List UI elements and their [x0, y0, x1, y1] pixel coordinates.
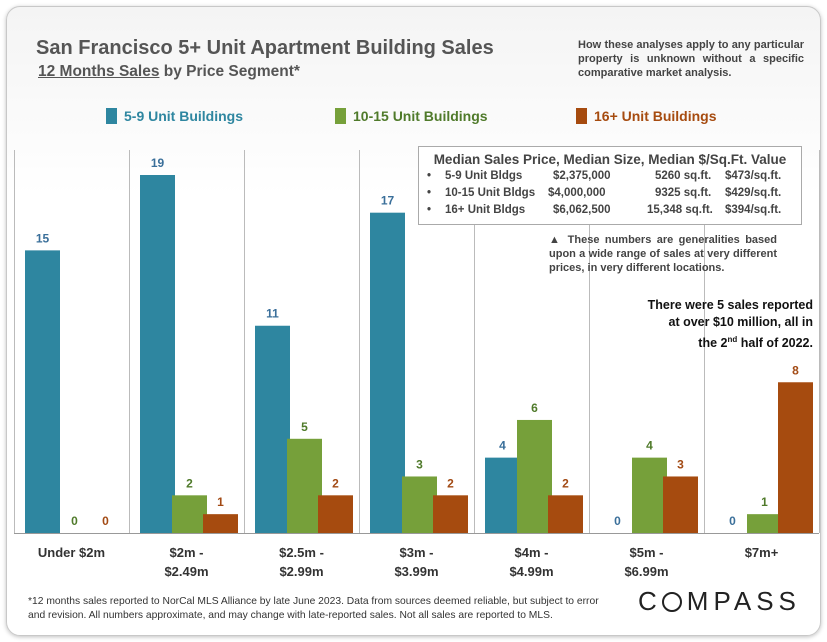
x-tick-label: $2.5m -: [279, 545, 324, 560]
x-tick-label: $4.99m: [509, 564, 553, 579]
bar-10-15: [632, 457, 667, 533]
logo-o-ring: [661, 592, 682, 612]
x-tick-label: Under $2m: [38, 545, 105, 560]
bar-5-9: [370, 212, 405, 533]
stats-ppsf: $394/sq.ft.: [725, 204, 782, 216]
x-tick-label: $3m -: [400, 545, 434, 560]
bar-5-9: [140, 175, 175, 533]
callout-line3-pre: the 2: [698, 336, 728, 351]
callout-line3: the 2nd half of 2022.: [617, 331, 813, 352]
stats-label: 10-15 Unit Bldgs: [445, 187, 536, 199]
subtitle-rest: by Price Segment*: [159, 63, 300, 80]
data-label-10-15: 3: [416, 457, 423, 471]
data-label-16plus: 2: [562, 476, 569, 490]
x-tick-label: $4m -: [515, 545, 549, 560]
data-label-16plus: 1: [217, 495, 224, 509]
bar-10-15: [517, 419, 552, 533]
callout-line3-sup: nd: [727, 335, 738, 344]
data-label-10-15: 1: [761, 495, 768, 509]
data-label-10-15: 5: [301, 420, 308, 434]
stats-heading: Median Sales Price, Median Size, Median …: [433, 152, 787, 167]
bar-10-15: [287, 438, 322, 533]
x-tick-label: $6.99m: [624, 564, 668, 579]
stats-label: 16+ Unit Bldgs: [445, 204, 526, 216]
data-label-5-9: 15: [36, 231, 50, 245]
legend-item-10-15: 10-15 Unit Buildings: [335, 108, 488, 124]
stats-ppsf: $429/sq.ft.: [725, 187, 782, 199]
footnote: *12 months sales reported to NorCal MLS …: [28, 596, 599, 621]
bar-16plus: [203, 514, 238, 533]
chart-title: San Francisco 5+ Unit Apartment Building…: [36, 37, 494, 59]
data-label-16plus: 2: [332, 476, 339, 490]
data-label-5-9: 0: [729, 514, 736, 528]
generalities-note: ▲ These numbers are generalities based u…: [549, 234, 777, 274]
logo-letters: MPASS: [686, 586, 801, 616]
legend-label-10-15: 10-15 Unit Buildings: [353, 108, 488, 124]
bar-10-15: [172, 495, 207, 533]
bar-16plus: [548, 495, 583, 533]
legend-swatch-10-15: [335, 108, 346, 124]
data-label-5-9: 0: [614, 514, 621, 528]
data-label-10-15: 6: [531, 401, 538, 415]
legend-label-16plus: 16+ Unit Buildings: [594, 108, 717, 124]
bar-16plus: [778, 382, 813, 533]
legend-label-5-9: 5-9 Unit Buildings: [124, 108, 243, 124]
chart-subtitle: 12 Months Sales by Price Segment*: [38, 63, 300, 81]
x-tick-label: $3.99m: [394, 564, 438, 579]
callout-line1: There were 5 sales reported: [647, 298, 813, 312]
callout-line2: at over $10 million, all in: [668, 315, 814, 329]
stats-price: $4,000,000: [548, 187, 606, 199]
data-label-5-9: 4: [499, 439, 506, 453]
legend-item-16plus: 16+ Unit Buildings: [576, 108, 717, 124]
bar-5-9: [255, 325, 290, 533]
stats-bullet: •: [427, 187, 432, 199]
stats-size: 9325 sq.ft.: [655, 187, 712, 199]
data-label-16plus: 3: [677, 457, 684, 471]
disclaimer-text: How these analyses apply to any particul…: [578, 39, 804, 79]
data-label-16plus: 0: [102, 514, 109, 528]
x-tick-label: $2.99m: [279, 564, 323, 579]
x-tick-label: $2.49m: [164, 564, 208, 579]
stats-price: $2,375,000: [553, 170, 611, 182]
bar-10-15: [402, 476, 437, 533]
subtitle-underlined: 12 Months Sales: [38, 63, 160, 80]
median-stats-box: Median Sales Price, Median Size, Median …: [418, 146, 802, 225]
data-label-5-9: 19: [151, 156, 165, 170]
stats-price: $6,062,500: [553, 204, 611, 216]
data-label-10-15: 0: [71, 514, 78, 528]
bar-16plus: [433, 495, 468, 533]
data-label-10-15: 2: [186, 476, 193, 490]
callout-line3-post: half of 2022.: [737, 336, 813, 351]
data-label-16plus: 8: [792, 363, 799, 377]
stats-ppsf: $473/sq.ft.: [725, 170, 782, 182]
bar-5-9: [485, 457, 520, 533]
over-10m-callout: There were 5 sales reported at over $10 …: [617, 297, 813, 352]
bar-5-9: [25, 250, 60, 534]
stats-size: 15,348 sq.ft.: [647, 204, 713, 216]
data-label-5-9: 11: [266, 307, 279, 321]
legend-swatch-5-9: [106, 108, 117, 124]
stats-label: 5-9 Unit Bldgs: [445, 170, 523, 182]
data-label-16plus: 2: [447, 476, 454, 490]
legend-item-5-9: 5-9 Unit Buildings: [106, 108, 243, 124]
stats-bullet: •: [427, 170, 432, 182]
bar-16plus: [663, 476, 698, 533]
stats-size: 5260 sq.ft.: [655, 170, 712, 182]
stats-bullet: •: [427, 204, 432, 216]
x-tick-label: $5m -: [630, 545, 664, 560]
data-label-10-15: 4: [646, 439, 653, 453]
bar-16plus: [318, 495, 353, 533]
x-tick-label: $7m+: [745, 545, 779, 560]
compass-logo: C MPASS: [638, 586, 801, 617]
data-label-5-9: 17: [381, 194, 395, 208]
x-tick-label: $2m -: [170, 545, 204, 560]
bar-10-15: [747, 514, 782, 533]
logo-letter-c: C: [638, 586, 662, 616]
legend-swatch-16plus: [576, 108, 587, 124]
